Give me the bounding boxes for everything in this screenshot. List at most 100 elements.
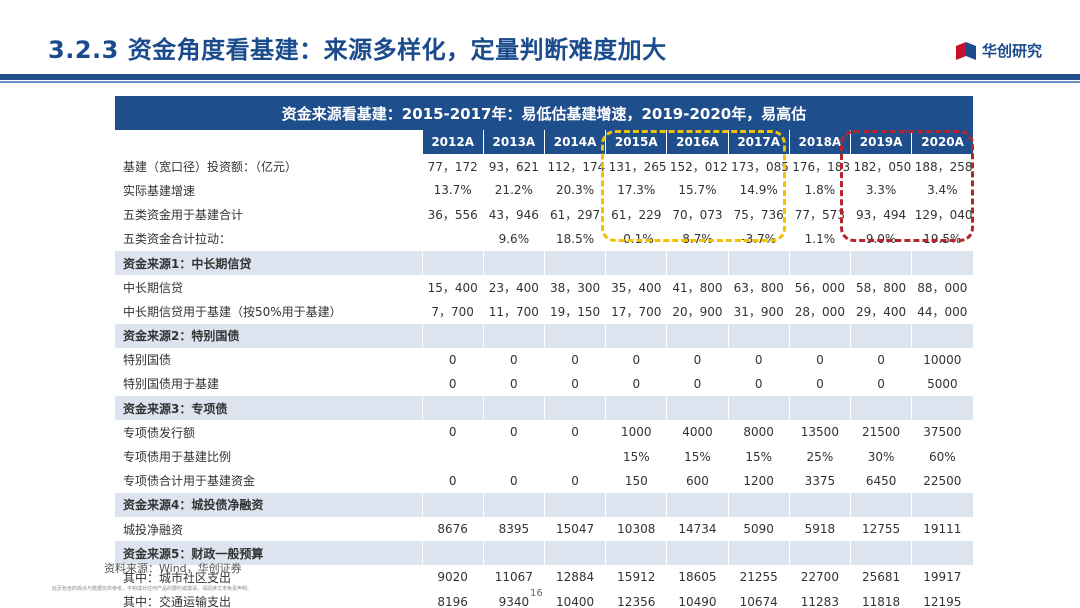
value-cell: 4000 bbox=[682, 425, 713, 440]
value-cell: 35，400 bbox=[611, 280, 662, 295]
row-label: 中长期信贷用于基建（按50%用于基建） bbox=[123, 304, 342, 319]
section-cell bbox=[421, 323, 484, 348]
value-cell: 15912 bbox=[617, 570, 656, 585]
section-cell bbox=[849, 541, 912, 566]
value-cell: 13.7% bbox=[433, 183, 472, 198]
section-cell bbox=[849, 492, 912, 517]
value-cell: 0 bbox=[754, 352, 763, 367]
section-cell bbox=[482, 250, 545, 276]
section-cell bbox=[543, 250, 606, 276]
section-cell bbox=[666, 541, 729, 566]
value-cell: 77，573 bbox=[794, 208, 845, 223]
value-cell: 19，150 bbox=[549, 304, 601, 319]
section-cell bbox=[727, 541, 790, 566]
value-cell: 11818 bbox=[861, 594, 901, 608]
disclaimer: 此页包含的观点与数据仅供参考，不构成对任何产品的要约或邀请，请阅读文末免责声明。 bbox=[52, 586, 253, 592]
section-cell bbox=[605, 250, 667, 276]
value-cell: 600 bbox=[686, 473, 709, 488]
table-row: 专项债发行额 0 0 0 1000 4000 8000 13500 21500 37500 bbox=[115, 420, 973, 444]
section-cell bbox=[482, 323, 545, 348]
value-cell: 41，800 bbox=[672, 280, 723, 295]
section-cell bbox=[849, 396, 912, 421]
year-header-cell: 2016A bbox=[666, 130, 729, 155]
table-row: 专项债用于基建比例 15% 15% 15% 25% 30% 60% bbox=[115, 444, 973, 468]
section-cell bbox=[605, 492, 667, 517]
value-cell: 5000 bbox=[927, 376, 958, 391]
value-cell: 31，900 bbox=[733, 304, 784, 319]
value-cell: 20.3% bbox=[556, 183, 595, 198]
brand-logo: 华创研究 bbox=[955, 40, 1042, 61]
value-cell: 12195 bbox=[923, 594, 962, 608]
value-cell: 10308 bbox=[617, 522, 656, 537]
value-cell: 5090 bbox=[743, 522, 774, 537]
table-row: 基建（宽口径）投资额：（亿元） 77，172 93，621 112，174 131，26… bbox=[115, 154, 973, 178]
value-cell: 63，800 bbox=[733, 280, 784, 295]
section-cell bbox=[788, 492, 851, 517]
value-cell: 0 bbox=[571, 352, 579, 367]
section-cell bbox=[482, 541, 545, 566]
year-header-row: 2012A 2013A 2014A 2015A 2016A 2017A 2018A 2019A… bbox=[115, 130, 973, 155]
row-label: 五类资金合计拉动： bbox=[123, 232, 232, 247]
value-cell: 18605 bbox=[678, 570, 717, 585]
value-cell: -0.1% bbox=[618, 231, 654, 246]
value-cell: 18.5% bbox=[556, 231, 595, 246]
value-cell: 88，000 bbox=[917, 280, 968, 295]
funding-table-panel: 资金来源看基建：2015-2017年：易低估基建增速，2019-2020年，易高… bbox=[115, 96, 973, 608]
section-cell bbox=[911, 250, 973, 276]
value-cell: 11067 bbox=[494, 570, 533, 585]
value-cell: 21500 bbox=[861, 425, 901, 440]
value-cell: 25681 bbox=[861, 570, 901, 585]
value-cell: 9.6% bbox=[498, 231, 530, 246]
value-cell: 14734 bbox=[678, 522, 717, 537]
value-cell: 10000 bbox=[923, 352, 962, 367]
value-cell: 3.3% bbox=[865, 183, 897, 198]
logo-text: 华创研究 bbox=[981, 42, 1042, 60]
section-cell bbox=[605, 541, 667, 566]
value-cell: 10674 bbox=[739, 594, 778, 608]
row-label: 城投净融资 bbox=[123, 522, 184, 537]
table-row: 中长期信贷用于基建（按50%用于基建） 7，700 11，700 19，150 17，7… bbox=[115, 299, 973, 323]
value-cell: 77，172 bbox=[427, 159, 478, 174]
value-cell: 23，400 bbox=[488, 280, 539, 295]
value-cell: 15047 bbox=[555, 522, 595, 537]
value-cell: 37500 bbox=[923, 425, 962, 440]
row-label: 特别国债用于基建 bbox=[123, 377, 220, 392]
highlight-2015-2017 bbox=[601, 130, 786, 242]
value-cell: 61，229 bbox=[611, 208, 662, 223]
value-cell: 0 bbox=[510, 376, 518, 391]
value-cell: 8.7% bbox=[682, 231, 713, 246]
section-cell bbox=[543, 541, 606, 566]
value-cell: 0 bbox=[877, 376, 885, 391]
value-cell: -3.7% bbox=[741, 231, 777, 246]
value-cell: 129，040 bbox=[914, 208, 973, 223]
value-cell: 1000 bbox=[621, 425, 652, 440]
value-cell: 19.5% bbox=[923, 231, 962, 246]
value-cell: 8196 bbox=[437, 594, 468, 608]
value-cell: 38，300 bbox=[549, 280, 601, 295]
value-cell: 93，494 bbox=[855, 208, 907, 223]
year-header-blank bbox=[115, 130, 423, 155]
value-cell: 131，265 bbox=[608, 159, 667, 174]
section-cell bbox=[788, 396, 851, 421]
table-header: 资金来源看基建：2015-2017年：易低估基建增速，2019-2020年，易高… bbox=[115, 96, 973, 130]
value-cell: 11283 bbox=[800, 594, 839, 608]
title-divider-thin bbox=[0, 81, 1080, 83]
section-cell bbox=[666, 250, 729, 276]
row-label: 基建（宽口径）投资额：（亿元） bbox=[123, 159, 298, 174]
row-label: 专项债发行额 bbox=[123, 425, 196, 440]
value-cell: 0 bbox=[448, 376, 457, 391]
value-cell: 1200 bbox=[743, 473, 774, 488]
value-cell: 11，700 bbox=[488, 304, 539, 319]
value-cell: 28，000 bbox=[794, 304, 845, 319]
section-label: 资金来源3：专项债 bbox=[115, 396, 423, 421]
section-label: 资金来源2：特别国债 bbox=[115, 323, 423, 348]
table-row: 五类资金用于基建合计 36，556 43，946 61，297 61，229 70，073… bbox=[115, 203, 973, 227]
table-row: 中长期信贷 15，400 23，400 38，300 35，400 41，800 63，80… bbox=[115, 275, 973, 299]
value-cell: 15% bbox=[745, 449, 773, 464]
value-cell: 61，297 bbox=[549, 208, 601, 223]
section-cell bbox=[482, 492, 545, 517]
value-cell: 15.7% bbox=[678, 183, 717, 198]
value-cell: 15% bbox=[622, 449, 650, 464]
value-cell: 25% bbox=[806, 449, 834, 464]
table-row: 其中：城市社区支出 9020 11067 12884 15912 18605 21255 22… bbox=[115, 565, 973, 589]
